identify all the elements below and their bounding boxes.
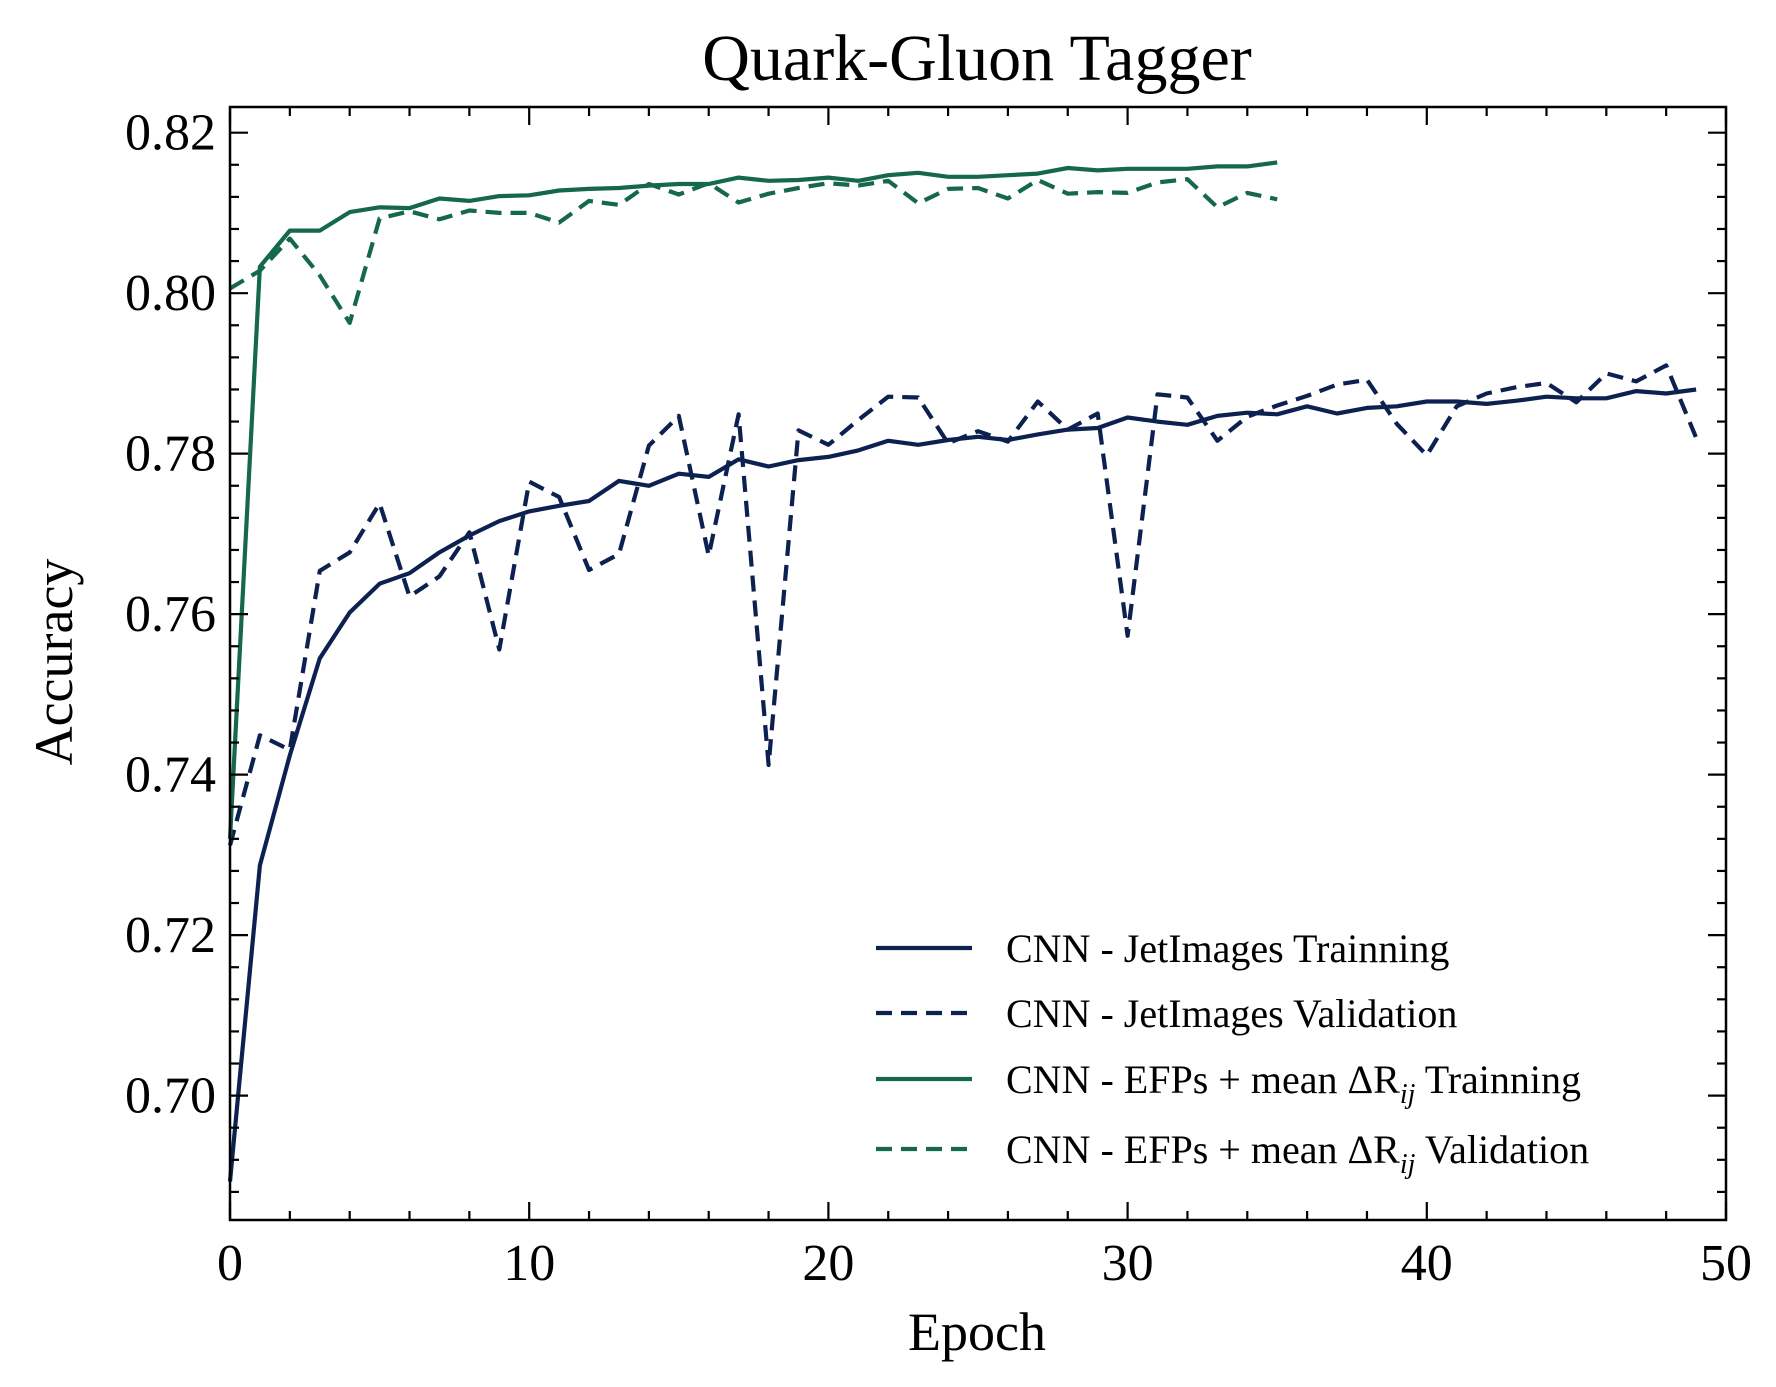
y-tick-label: 0.72	[125, 907, 216, 964]
legend-label: CNN - EFPs + mean ΔRij Trainning	[1006, 1057, 1581, 1110]
x-tick-label: 50	[1700, 1235, 1752, 1292]
chart-title: Quark-Gluon Tagger	[702, 22, 1252, 95]
y-tick-label: 0.78	[125, 426, 216, 483]
x-tick-label: 0	[217, 1235, 243, 1292]
legend-label: CNN - JetImages Validation	[1006, 991, 1457, 1036]
series-line-2	[227, 160, 1278, 839]
x-tick-label: 40	[1401, 1235, 1453, 1292]
legend-label: CNN - EFPs + mean ΔRij Validation	[1006, 1127, 1589, 1180]
legend-label: CNN - JetImages Trainning	[1006, 926, 1449, 971]
series-line-1	[227, 363, 1699, 846]
y-tick-label: 0.82	[125, 105, 216, 162]
y-tick-label: 0.70	[125, 1068, 216, 1125]
x-axis-label: Epoch	[908, 1302, 1046, 1362]
y-tick-label: 0.74	[125, 747, 216, 804]
x-tick-label: 20	[802, 1235, 854, 1292]
plot-frame	[228, 105, 1728, 1222]
plot-area	[227, 160, 1699, 1182]
legend: CNN - JetImages Trainning CNN - JetImages…	[876, 926, 1589, 1180]
axis-ticks: 0 10 20 30 40 50 0.70 0.72 0.74 0.76 0.78 0.80 0.82	[125, 105, 1752, 1292]
y-tick-label: 0.80	[125, 265, 216, 322]
y-tick-label: 0.76	[125, 586, 216, 643]
x-tick-label: 30	[1102, 1235, 1154, 1292]
x-tick-label: 10	[503, 1235, 555, 1292]
y-axis-label: Accuracy	[24, 559, 84, 766]
series-line-3	[228, 177, 1278, 325]
